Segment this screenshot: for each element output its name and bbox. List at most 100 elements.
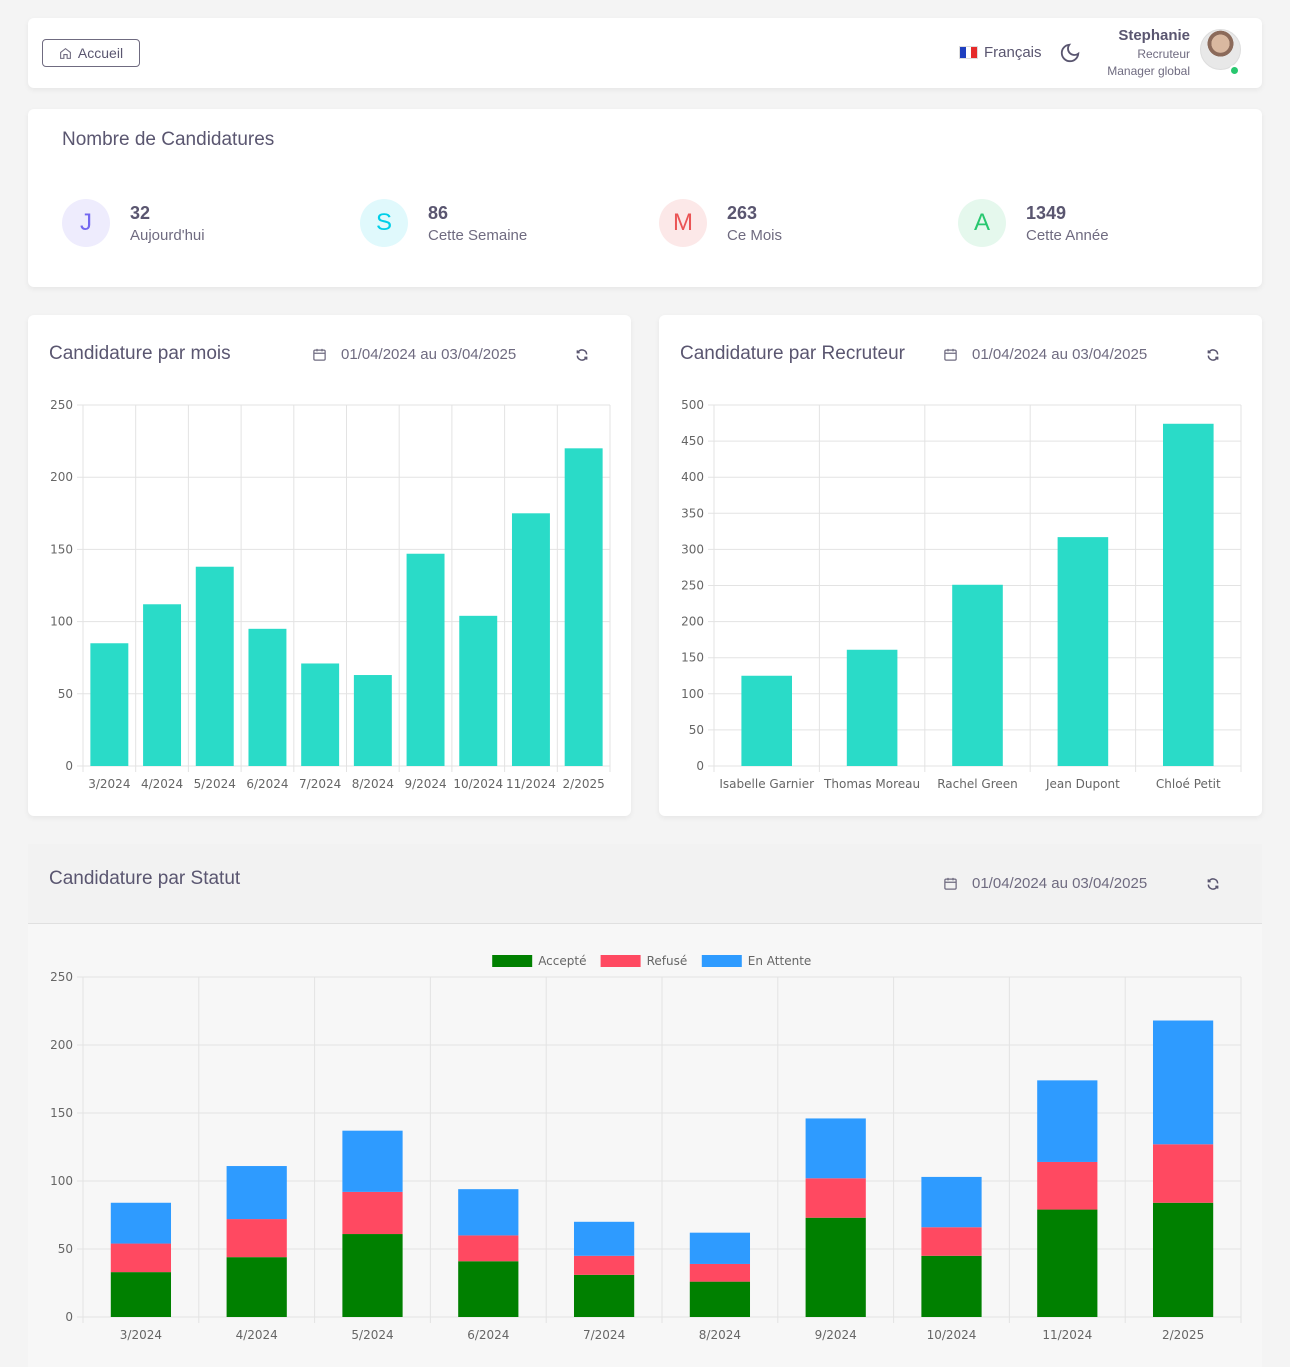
bar-segment <box>342 1234 403 1317</box>
refresh-icon[interactable] <box>575 348 589 362</box>
y-tick-label: 500 <box>681 398 704 412</box>
home-button[interactable]: Accueil <box>42 39 140 67</box>
stat-value: 1349 <box>1026 202 1067 223</box>
x-tick-label: 8/2024 <box>699 1328 741 1342</box>
language-label: Français <box>984 44 1042 61</box>
y-tick-label: 200 <box>50 470 73 484</box>
bar-segment <box>226 1219 287 1258</box>
y-tick-label: 50 <box>58 687 73 701</box>
y-tick-label: 200 <box>50 1038 73 1052</box>
legend-swatch <box>492 955 533 967</box>
x-tick-label: 4/2024 <box>236 1328 278 1342</box>
x-tick-label: 10/2024 <box>453 777 503 791</box>
bar <box>1057 537 1109 766</box>
chart-status: 0 50 100 150 200 250 3/2024 4/2024 5/2024 6/2024 7… <box>50 954 1242 1342</box>
date-range-label: 01/04/2024 au 03/04/2025 <box>972 875 1148 892</box>
x-tick-label: Jean Dupont <box>1045 777 1120 791</box>
bar-segment <box>110 1272 172 1317</box>
user-name: Stephanie <box>1118 27 1190 44</box>
bar-segment <box>689 1263 751 1282</box>
applications-count-card: Nombre de Candidatures J 32 Aujourd'hui S… <box>28 109 1262 287</box>
chart-month: 0 50 100 150 200 250 3/2024 4/2024 5/2024 6/2024 7… <box>50 398 611 791</box>
x-tick-label: 7/2024 <box>583 1328 625 1342</box>
card-title: Candidature par mois <box>49 343 231 364</box>
bar-segment <box>573 1274 635 1317</box>
top-header: Accueil Français Stephanie Recruteur Man… <box>28 18 1262 88</box>
x-tick-label: 9/2024 <box>404 777 446 791</box>
y-tick-label: 450 <box>681 434 704 448</box>
moon-icon[interactable] <box>1059 42 1081 64</box>
stat-label: Cette Année <box>1026 226 1109 244</box>
x-tick-label: 8/2024 <box>352 777 394 791</box>
bar-segment <box>1037 1161 1098 1210</box>
stat-year: A 1349 Cette Année <box>958 199 1109 247</box>
stat-value: 86 <box>428 202 449 223</box>
x-tick-label: 4/2024 <box>141 777 183 791</box>
calendar-icon <box>944 877 957 890</box>
x-tick-label: 3/2024 <box>88 777 130 791</box>
legend-label: En Attente <box>748 954 812 968</box>
bar-segment <box>1037 1080 1098 1162</box>
y-tick-label: 0 <box>65 1310 73 1324</box>
legend-swatch <box>701 955 742 967</box>
legend-label: Accepté <box>538 954 586 968</box>
bar-segment <box>805 1217 866 1317</box>
date-range-picker[interactable]: 01/04/2024 au 03/04/2025 <box>943 875 1147 892</box>
card-title: Candidature par Statut <box>49 868 241 889</box>
bar-segment <box>921 1227 982 1256</box>
x-tick-label: 2/2025 <box>1162 1328 1204 1342</box>
y-tick-label: 250 <box>50 398 73 412</box>
user-role: Recruteur <box>1137 47 1190 61</box>
x-tick-label: 2/2025 <box>563 777 605 791</box>
stat-avatar: J <box>62 199 110 247</box>
stat-value: 263 <box>727 202 758 223</box>
y-tick-label: 0 <box>696 759 704 773</box>
x-tick-label: Chloé Petit <box>1156 777 1221 791</box>
y-tick-label: 250 <box>681 579 704 593</box>
bar-segment <box>1037 1209 1098 1317</box>
y-tick-label: 100 <box>681 687 704 701</box>
y-tick-label: 250 <box>50 970 73 984</box>
bar-segment <box>1152 1144 1214 1203</box>
refresh-icon[interactable] <box>1206 348 1220 362</box>
applications-by-status-card: Candidature par Statut 01/04/2024 au 03/… <box>28 844 1262 1367</box>
x-tick-label: 5/2024 <box>194 777 236 791</box>
y-tick-label: 100 <box>50 1174 73 1188</box>
y-tick-label: 200 <box>681 615 704 629</box>
avatar[interactable] <box>1200 29 1241 70</box>
bar-segment <box>458 1235 519 1262</box>
stat-avatar: M <box>659 199 707 247</box>
bar-segment <box>921 1255 982 1317</box>
stat-label: Cette Semaine <box>428 226 528 244</box>
bar-segment <box>226 1166 287 1220</box>
y-tick-label: 50 <box>58 1242 73 1256</box>
refresh-icon[interactable] <box>1206 877 1220 891</box>
user-info[interactable]: Stephanie Recruteur Manager global <box>1107 27 1190 78</box>
x-tick-label: 6/2024 <box>246 777 288 791</box>
chart-recruiter: 0 50 100 150 200 250 300 350 400 450 500 Isabelle G… <box>681 398 1242 791</box>
calendar-icon <box>313 348 326 361</box>
bar <box>511 513 550 766</box>
y-tick-label: 50 <box>689 723 704 737</box>
bar-segment <box>458 1261 519 1317</box>
stats-title: Nombre de Candidatures <box>62 129 275 150</box>
bar-segment <box>689 1281 751 1317</box>
y-tick-label: 150 <box>681 651 704 665</box>
date-range-picker[interactable]: 01/04/2024 au 03/04/2025 <box>943 346 1147 363</box>
bar-segment <box>1152 1202 1214 1317</box>
home-icon <box>60 47 71 59</box>
x-tick-label: 9/2024 <box>815 1328 857 1342</box>
legend-swatch <box>600 955 641 967</box>
language-selector[interactable]: Français <box>959 44 1042 61</box>
bar-segment <box>805 1178 866 1218</box>
date-range-picker[interactable]: 01/04/2024 au 03/04/2025 <box>312 346 516 363</box>
x-tick-label: 5/2024 <box>351 1328 393 1342</box>
bar <box>741 675 792 766</box>
x-tick-label: 6/2024 <box>467 1328 509 1342</box>
x-tick-label: Thomas Moreau <box>823 777 920 791</box>
x-tick-label: 7/2024 <box>299 777 341 791</box>
online-status-dot <box>1229 65 1240 76</box>
bar <box>846 649 898 766</box>
bar <box>301 663 340 766</box>
calendar-icon <box>944 348 957 361</box>
